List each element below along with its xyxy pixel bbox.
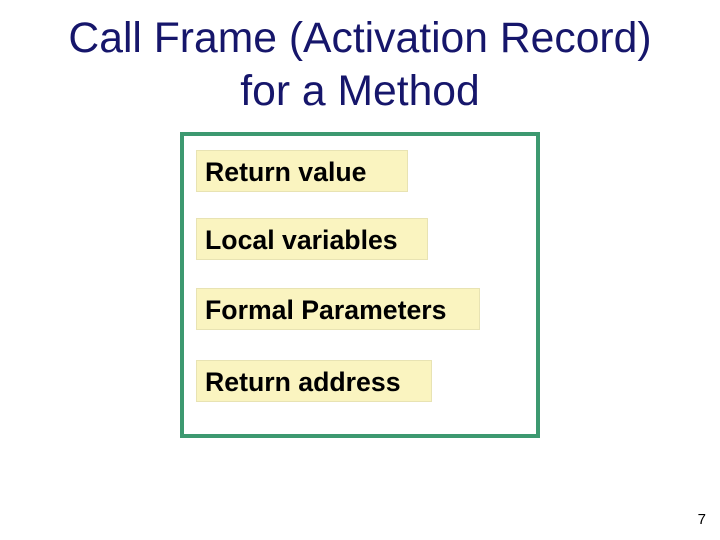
title-line-2: for a Method xyxy=(0,65,720,118)
frame-item-label: Formal Parameters xyxy=(205,295,447,325)
frame-item-label: Return value xyxy=(205,157,366,187)
frame-item-local-vars: Local variables xyxy=(196,218,428,260)
frame-item-formal-params: Formal Parameters xyxy=(196,288,480,330)
title-line-1: Call Frame (Activation Record) xyxy=(0,12,720,65)
frame-item-return-addr: Return address xyxy=(196,360,432,402)
frame-item-label: Local variables xyxy=(205,225,398,255)
frame-item-label: Return address xyxy=(205,367,401,397)
page-number: 7 xyxy=(698,511,706,528)
slide-title: Call Frame (Activation Record) for a Met… xyxy=(0,0,720,119)
frame-item-return-value: Return value xyxy=(196,150,408,192)
